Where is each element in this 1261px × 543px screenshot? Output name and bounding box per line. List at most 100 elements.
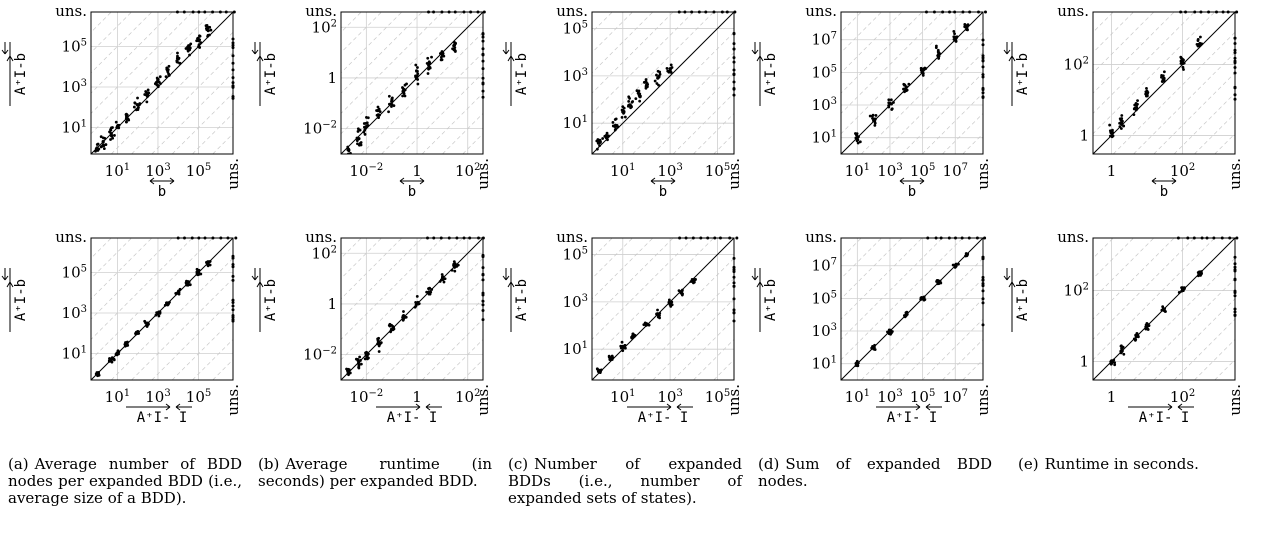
scatter-dot	[874, 114, 878, 117]
unsolved-top-dot	[706, 236, 710, 240]
factor-line	[841, 12, 923, 94]
factor-line	[861, 31, 983, 154]
scatter-dot	[416, 82, 420, 86]
y-tick-label: 1	[327, 295, 337, 313]
scatter-dot	[346, 145, 350, 149]
factor-line	[672, 92, 734, 154]
y-label-arrow-right	[6, 281, 14, 288]
factor-line	[171, 318, 233, 380]
y-axis-label: A⁺I-b	[1003, 42, 1031, 106]
scatter-dot	[1181, 65, 1185, 69]
scatter-dot	[644, 78, 648, 81]
scatter-dot	[133, 101, 137, 105]
factor-line	[592, 12, 613, 33]
caption-a: (a) Average number of BDD nodes per expan…	[8, 456, 242, 507]
y-tick-label: 101	[62, 345, 87, 363]
scatter-dot	[1195, 42, 1199, 46]
scatter-dot	[633, 334, 637, 338]
x-tick-label: 102	[1170, 162, 1195, 180]
unsolved-right-dot	[981, 38, 985, 42]
scatter-dot	[136, 330, 140, 334]
y-tick-label: 105	[62, 37, 87, 55]
scatter-dot	[1111, 134, 1115, 138]
scatter-dot	[158, 310, 162, 314]
scatter-dot	[936, 48, 940, 52]
y-tick-label: 103	[62, 304, 87, 322]
scatter-dot	[356, 130, 360, 133]
y-axis-label: A⁺I-b	[1003, 268, 1031, 332]
unsolved-right-dot	[981, 281, 985, 285]
points	[94, 259, 212, 378]
unsolved-right-dot	[481, 309, 485, 313]
factor-line	[91, 12, 213, 135]
scatter-dot	[144, 90, 148, 93]
factor-line	[592, 12, 674, 94]
scatter-dot	[155, 76, 159, 80]
factor-line	[1173, 318, 1235, 380]
scatter-dot	[438, 280, 442, 283]
scatter-dot	[1134, 338, 1138, 341]
unsolved-top-dot	[453, 10, 457, 14]
x-tick-label: 105	[910, 388, 935, 406]
y-axis-label: A⁺I-b	[251, 42, 279, 106]
scatter-dot	[387, 110, 390, 114]
y-tick-label: 105	[563, 20, 588, 38]
unsolved-right-dot	[231, 46, 235, 50]
unsolved-right-dot	[1233, 289, 1237, 293]
unsolved-x-label: uns.	[1226, 384, 1244, 416]
scatter-dot	[188, 283, 192, 287]
unsolved-right-dot	[231, 43, 235, 47]
unsolved-top-dot	[713, 236, 717, 240]
scatter-dot	[108, 357, 111, 360]
scatter-dot	[404, 315, 408, 319]
scatter-dot	[164, 75, 168, 79]
factor-line	[1093, 238, 1134, 280]
factor-line	[841, 12, 943, 114]
factor-line	[901, 72, 983, 154]
unsolved-x-label: uns.	[974, 384, 992, 416]
scatter-dot	[636, 91, 640, 95]
y-axis-label-text: A⁺I-b	[263, 53, 279, 95]
x-axis-label: b	[650, 177, 676, 200]
scatter-dot	[1111, 128, 1114, 132]
y-tick-label: 1	[1079, 126, 1089, 144]
factor-line	[592, 238, 674, 320]
y-axis-label-text: A⁺I-b	[13, 53, 29, 95]
scatter-dot	[872, 345, 876, 349]
y-tick-label: 103	[812, 322, 837, 340]
scatter-dot	[857, 135, 860, 139]
unsolved-top-dot	[426, 236, 430, 240]
unsolved-right-dot	[481, 266, 485, 270]
factor-line	[841, 238, 943, 340]
unsolved-top-dot	[968, 10, 972, 14]
unsolved-top-dot	[718, 236, 722, 240]
unsolved-top-dot	[191, 10, 195, 14]
scatter-dot	[629, 106, 633, 110]
scatter-dot	[610, 356, 613, 360]
unsolved-right-dot	[481, 52, 485, 56]
scatter-dot	[102, 147, 106, 151]
scatter-dot	[855, 133, 858, 137]
unsolved-top-dot	[219, 236, 223, 240]
y-tick-label: 102	[312, 18, 337, 36]
scatter-dot	[627, 103, 631, 107]
caption-d-text: Sum of expanded BDD nodes.	[758, 455, 992, 490]
factor-line	[1093, 238, 1195, 340]
factor-line	[841, 238, 862, 259]
unsolved-right-dot	[481, 299, 485, 303]
scatter-dot	[415, 301, 419, 305]
unsolved-right-dot	[1233, 65, 1237, 69]
scatter-dot	[453, 42, 457, 46]
scatter-dot	[1133, 106, 1137, 110]
scatter-dot	[110, 134, 114, 138]
x-label-bidir-arrow	[650, 177, 676, 185]
scatter-dot	[346, 152, 350, 154]
scatter-dot	[377, 116, 380, 119]
unsolved-right-dot	[481, 95, 485, 99]
unsolved-top-dot	[1207, 10, 1211, 14]
scatter-dot	[1163, 309, 1167, 313]
factor-line	[679, 12, 821, 154]
scatter-dot	[1122, 124, 1125, 128]
y-label-arrow-left	[1003, 42, 1011, 55]
scatter-dot	[1181, 58, 1185, 62]
